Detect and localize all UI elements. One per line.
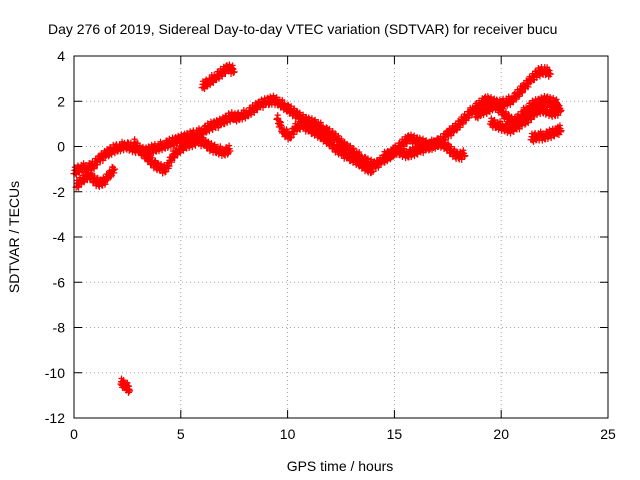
x-tick-label: 15 (387, 426, 403, 442)
chart-title: Day 276 of 2019, Sidereal Day-to-day VTE… (48, 21, 557, 37)
y-tick-label: 4 (57, 48, 65, 64)
series-track-c (130, 133, 234, 177)
x-axis-title: GPS time / hours (287, 458, 394, 474)
series-track-l (117, 375, 134, 396)
y-tick-label: -10 (45, 365, 65, 381)
series-track-d (198, 61, 238, 92)
series-track-h (390, 136, 469, 163)
x-tick-label: 0 (70, 426, 78, 442)
series-track-i (472, 92, 563, 130)
series-track-a (70, 109, 238, 178)
series-track-j (487, 102, 565, 137)
series-track-k (527, 122, 565, 145)
x-tick-label: 10 (280, 426, 296, 442)
y-tick-label: 0 (57, 139, 65, 155)
y-tick-label: -8 (53, 320, 66, 336)
series-track-b (72, 163, 119, 191)
y-tick-label: -2 (53, 184, 66, 200)
data-points (70, 61, 565, 396)
y-tick-label: -6 (53, 274, 66, 290)
x-tick-label: 25 (600, 426, 616, 442)
y-tick-label: -4 (53, 229, 66, 245)
series-track-f (273, 112, 377, 177)
y-tick-label: 2 (57, 93, 65, 109)
y-axis-title: SDTVAR / TECUs (6, 181, 22, 293)
x-tick-label: 20 (493, 426, 509, 442)
x-tick-label: 5 (177, 426, 185, 442)
y-tick-label: -12 (45, 410, 65, 426)
axis-ticks: 0 5 10 15 20 25 -12 -10 -8 -6 -4 -2 0 2 4 (45, 48, 616, 442)
